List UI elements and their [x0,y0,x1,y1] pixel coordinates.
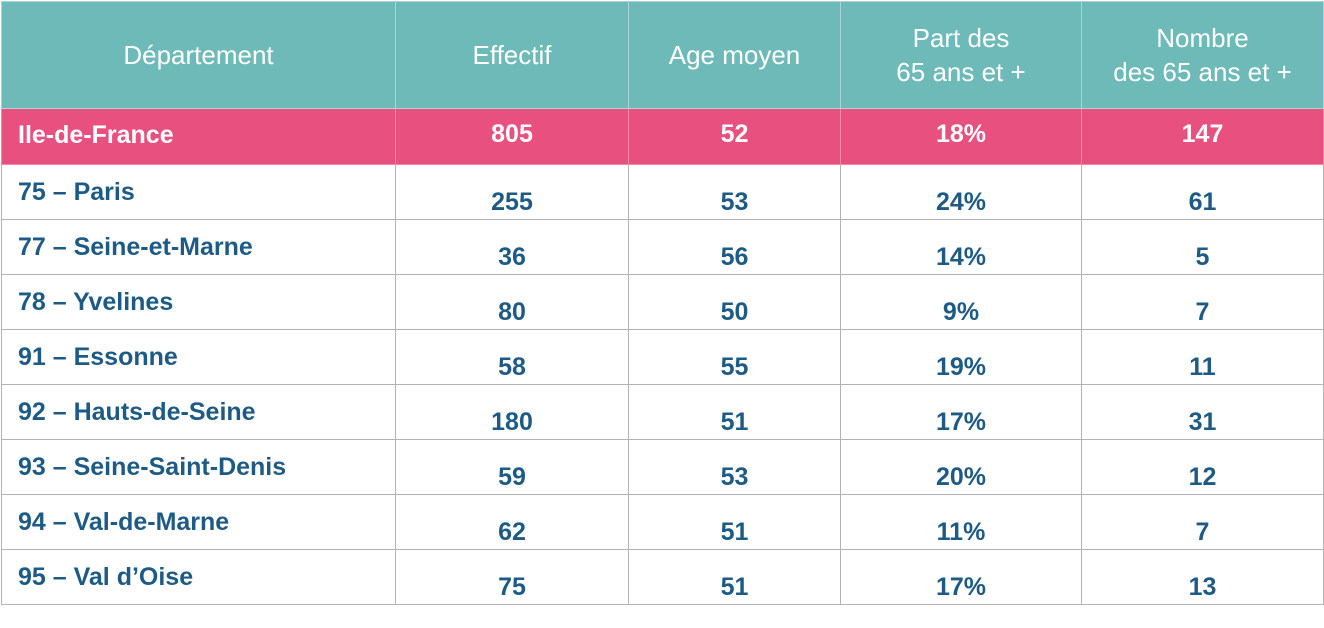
region-nombre-65: 147 [1081,108,1324,165]
cell-part-65: 20% [840,439,1082,495]
cell-effectif: 36 [395,219,629,275]
table-row: 77 – Seine-et-Marne 36 56 14% 5 [1,219,1324,275]
table-row: 93 – Seine-Saint-Denis 59 53 20% 12 [1,439,1324,495]
cell-effectif: 62 [395,494,629,550]
table-row: 92 – Hauts-de-Seine 180 51 17% 31 [1,384,1324,440]
cell-effectif: 75 [395,549,629,605]
header-part-65: Part des 65 ans et + [840,1,1082,109]
cell-part-65: 17% [840,384,1082,440]
cell-departement: 94 – Val-de-Marne [1,494,396,550]
cell-age-moyen: 51 [628,384,841,440]
cell-age-moyen: 50 [628,274,841,330]
header-effectif-label: Effectif [472,40,552,70]
table-row: 94 – Val-de-Marne 62 51 11% 7 [1,494,1324,550]
cell-nombre-65: 11 [1081,329,1324,385]
cell-effectif: 180 [395,384,629,440]
cell-part-65: 19% [840,329,1082,385]
cell-part-65: 14% [840,219,1082,275]
header-effectif: Effectif [395,1,629,109]
statistics-table: Département Effectif Age moyen Part des … [1,1,1324,605]
cell-age-moyen: 53 [628,164,841,220]
cell-nombre-65: 13 [1081,549,1324,605]
cell-nombre-65: 7 [1081,274,1324,330]
cell-part-65: 17% [840,549,1082,605]
header-part-65-line2: 65 ans et + [896,57,1026,87]
table-header: Département Effectif Age moyen Part des … [1,1,1324,109]
cell-departement: 77 – Seine-et-Marne [1,219,396,275]
cell-part-65: 24% [840,164,1082,220]
cell-departement: 75 – Paris [1,164,396,220]
header-nombre-65-line2: des 65 ans et + [1113,57,1292,87]
header-departement: Département [1,1,396,109]
region-age-moyen: 52 [628,108,841,165]
header-nombre-65-line1: Nombre [1156,23,1249,53]
cell-effectif: 58 [395,329,629,385]
table-body: Ile-de-France 805 52 18% 147 75 – Paris … [1,108,1324,605]
cell-age-moyen: 55 [628,329,841,385]
cell-effectif: 80 [395,274,629,330]
table-row: 75 – Paris 255 53 24% 61 [1,164,1324,220]
header-age-moyen: Age moyen [628,1,841,109]
cell-age-moyen: 53 [628,439,841,495]
cell-nombre-65: 12 [1081,439,1324,495]
table-row: 95 – Val d’Oise 75 51 17% 13 [1,549,1324,605]
cell-effectif: 59 [395,439,629,495]
region-part-65: 18% [840,108,1082,165]
cell-departement: 91 – Essonne [1,329,396,385]
header-departement-label: Département [123,40,274,70]
region-row: Ile-de-France 805 52 18% 147 [1,108,1324,165]
header-row: Département Effectif Age moyen Part des … [1,1,1324,109]
header-nombre-65: Nombre des 65 ans et + [1081,1,1324,109]
cell-nombre-65: 61 [1081,164,1324,220]
table-row: 78 – Yvelines 80 50 9% 7 [1,274,1324,330]
cell-departement: 92 – Hauts-de-Seine [1,384,396,440]
cell-nombre-65: 5 [1081,219,1324,275]
cell-age-moyen: 56 [628,219,841,275]
cell-part-65: 9% [840,274,1082,330]
cell-age-moyen: 51 [628,549,841,605]
cell-age-moyen: 51 [628,494,841,550]
region-name: Ile-de-France [1,108,396,165]
cell-departement: 95 – Val d’Oise [1,549,396,605]
cell-part-65: 11% [840,494,1082,550]
cell-departement: 93 – Seine-Saint-Denis [1,439,396,495]
header-part-65-line1: Part des [912,23,1010,53]
cell-departement: 78 – Yvelines [1,274,396,330]
cell-nombre-65: 31 [1081,384,1324,440]
header-age-moyen-label: Age moyen [668,40,801,70]
cell-effectif: 255 [395,164,629,220]
table-row: 91 – Essonne 58 55 19% 11 [1,329,1324,385]
region-effectif: 805 [395,108,629,165]
cell-nombre-65: 7 [1081,494,1324,550]
